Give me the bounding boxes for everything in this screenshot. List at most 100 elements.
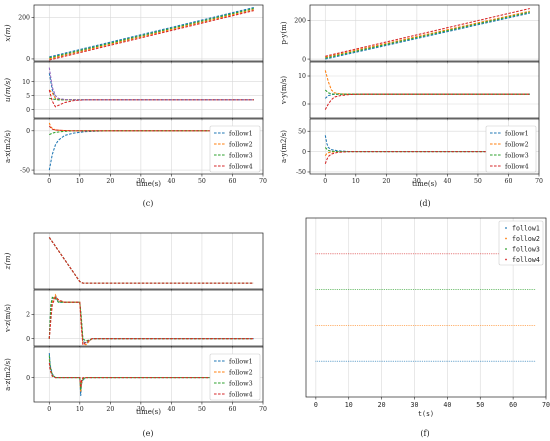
data-point [470, 289, 472, 291]
plot-frame [309, 118, 540, 175]
data-point [432, 360, 434, 362]
data-point [371, 360, 373, 362]
data-point [499, 289, 501, 291]
data-point [467, 253, 469, 255]
y-tick-label: 0 [26, 128, 30, 135]
data-point [441, 360, 443, 362]
data-point [360, 253, 362, 255]
data-point [501, 289, 503, 291]
data-point [385, 360, 387, 362]
data-point [452, 253, 454, 255]
data-point [445, 360, 447, 362]
data-point [394, 324, 396, 326]
data-point [485, 253, 487, 255]
data-point [489, 360, 490, 362]
data-point [470, 324, 472, 326]
data-point [369, 289, 371, 291]
x-tick-label: 20 [382, 178, 390, 185]
data-point [431, 253, 433, 255]
data-point [349, 360, 351, 362]
data-point [338, 324, 340, 326]
data-point [418, 289, 420, 291]
data-point [326, 360, 328, 362]
legend: follow1 follow2 follow3 follow4 [209, 125, 261, 173]
subplot-e-3: 00 10 20 30 40 50 60 70a-z(m2/s) follow1follow2f… [4, 346, 267, 413]
data-point [441, 289, 443, 291]
data-point [508, 289, 510, 291]
y-tick-label: 0 [26, 336, 30, 343]
data-point [324, 289, 326, 291]
data-point [465, 324, 467, 326]
series-line-follow3 [325, 11, 530, 59]
data-point [472, 324, 474, 326]
data-point [512, 360, 514, 362]
data-point [347, 289, 349, 291]
x-tick-label: 40 [443, 178, 451, 185]
subplot-e-1: z(m) [3, 232, 264, 292]
data-point [467, 360, 469, 362]
subplot-c-2: 0 5 10 u(m/s) [3, 61, 264, 121]
data-point [317, 360, 319, 362]
data-point [378, 289, 380, 291]
data-point [432, 289, 434, 291]
data-point [324, 360, 326, 362]
data-point [438, 289, 440, 291]
data-point [461, 289, 463, 291]
data-point [483, 324, 485, 326]
x-tick-label: 50 [474, 178, 482, 185]
data-point [532, 324, 534, 326]
series-line-extra [48, 67, 254, 101]
data-point [344, 289, 346, 291]
series-points-follow1 [315, 360, 536, 362]
data-point [441, 253, 443, 255]
data-point [346, 324, 348, 326]
data-point [405, 324, 407, 326]
data-point [380, 324, 382, 326]
data-point [389, 324, 391, 326]
x-axis-label: time(s) [136, 180, 161, 188]
data-point [451, 360, 452, 362]
data-point [391, 253, 393, 255]
data-point [362, 289, 364, 291]
data-point [405, 253, 407, 255]
plot-frame [33, 232, 264, 290]
data-point [394, 360, 396, 362]
data-point [394, 253, 396, 255]
data-point [441, 324, 443, 326]
data-point [516, 289, 518, 291]
data-point [525, 360, 527, 362]
data-point [465, 253, 467, 255]
y-tick-label: 5 [26, 93, 30, 100]
data-point [458, 253, 460, 255]
legend-label: follow4 [229, 162, 253, 170]
panel-caption: (f) [420, 429, 429, 438]
data-point [440, 253, 442, 255]
data-point [407, 360, 409, 362]
data-point [479, 360, 481, 362]
data-point [478, 324, 480, 326]
data-point [376, 360, 378, 362]
y-axis-label: z(m) [3, 252, 12, 270]
data-point [507, 324, 508, 326]
data-point [465, 360, 467, 362]
data-point [384, 289, 386, 291]
y-tick-label: 0 [302, 101, 306, 108]
data-point [490, 324, 492, 326]
data-point [517, 324, 519, 326]
data-point [438, 324, 440, 326]
data-point [481, 360, 483, 362]
x-tick-label: 0 [47, 178, 51, 185]
data-point [367, 289, 369, 291]
data-point [358, 324, 360, 326]
data-point [329, 253, 331, 255]
data-point [378, 360, 380, 362]
y-tick-label: 0 [26, 375, 30, 382]
series-points-follow2 [315, 324, 536, 326]
data-point [443, 360, 445, 362]
data-point [452, 289, 454, 291]
data-point [357, 360, 358, 362]
x-tick-label: 30 [137, 178, 145, 185]
data-point [375, 253, 376, 255]
series-line-follow4 [325, 7, 530, 57]
